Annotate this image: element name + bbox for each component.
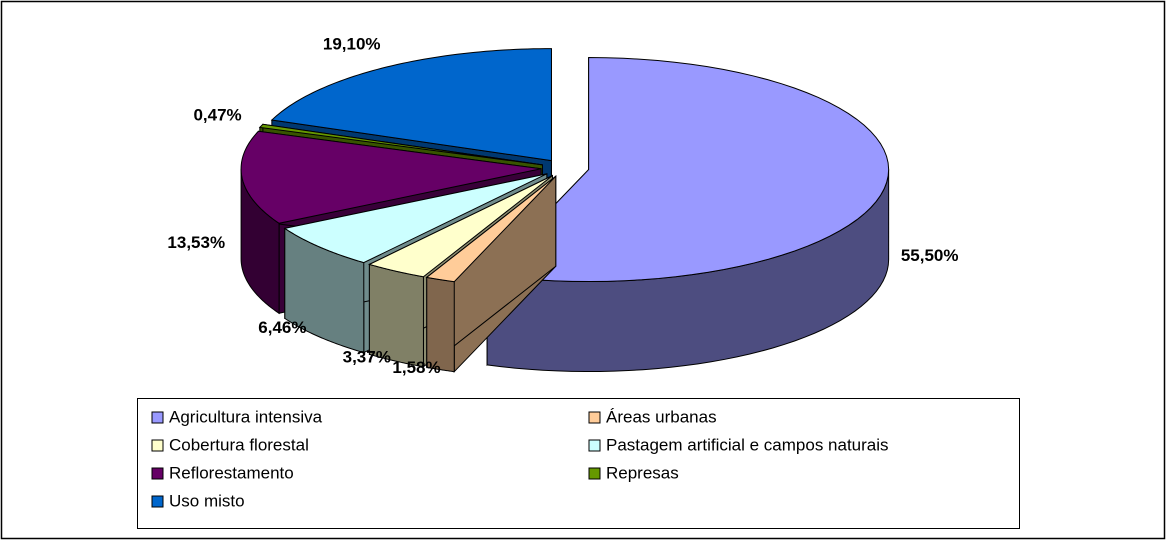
slice <box>425 175 557 283</box>
legend-label: Pastagem artificial e campos naturais <box>606 435 889 454</box>
data-label: 6,46% <box>258 318 306 337</box>
legend-swatch <box>151 467 164 480</box>
slice <box>486 57 890 283</box>
data-label: 3,37% <box>343 347 391 366</box>
legend-swatch <box>588 467 601 480</box>
legend-label: Cobertura florestal <box>169 435 309 454</box>
data-label: 19,10% <box>323 35 381 54</box>
legend-label: Áreas urbanas <box>606 407 717 426</box>
data-label: 0,47% <box>193 106 241 125</box>
legend-swatch <box>151 439 164 452</box>
slice <box>270 48 552 162</box>
legend-label: Uso misto <box>169 491 245 510</box>
legend-label: Agricultura intensiva <box>169 407 323 426</box>
legend-box <box>137 398 1020 529</box>
legend-swatch <box>588 411 601 424</box>
slice <box>240 130 542 224</box>
legend-swatch <box>588 439 601 452</box>
data-label: 55,50% <box>901 246 959 265</box>
legend-label: Reflorestamento <box>169 463 294 482</box>
slice <box>368 175 553 278</box>
slice <box>258 123 543 166</box>
slice <box>283 173 548 264</box>
legend-swatch <box>151 411 164 424</box>
legend-swatch <box>151 495 164 508</box>
data-label: 1,58% <box>392 358 440 377</box>
legend-label: Represas <box>606 463 679 482</box>
data-label: 13,53% <box>167 233 225 252</box>
